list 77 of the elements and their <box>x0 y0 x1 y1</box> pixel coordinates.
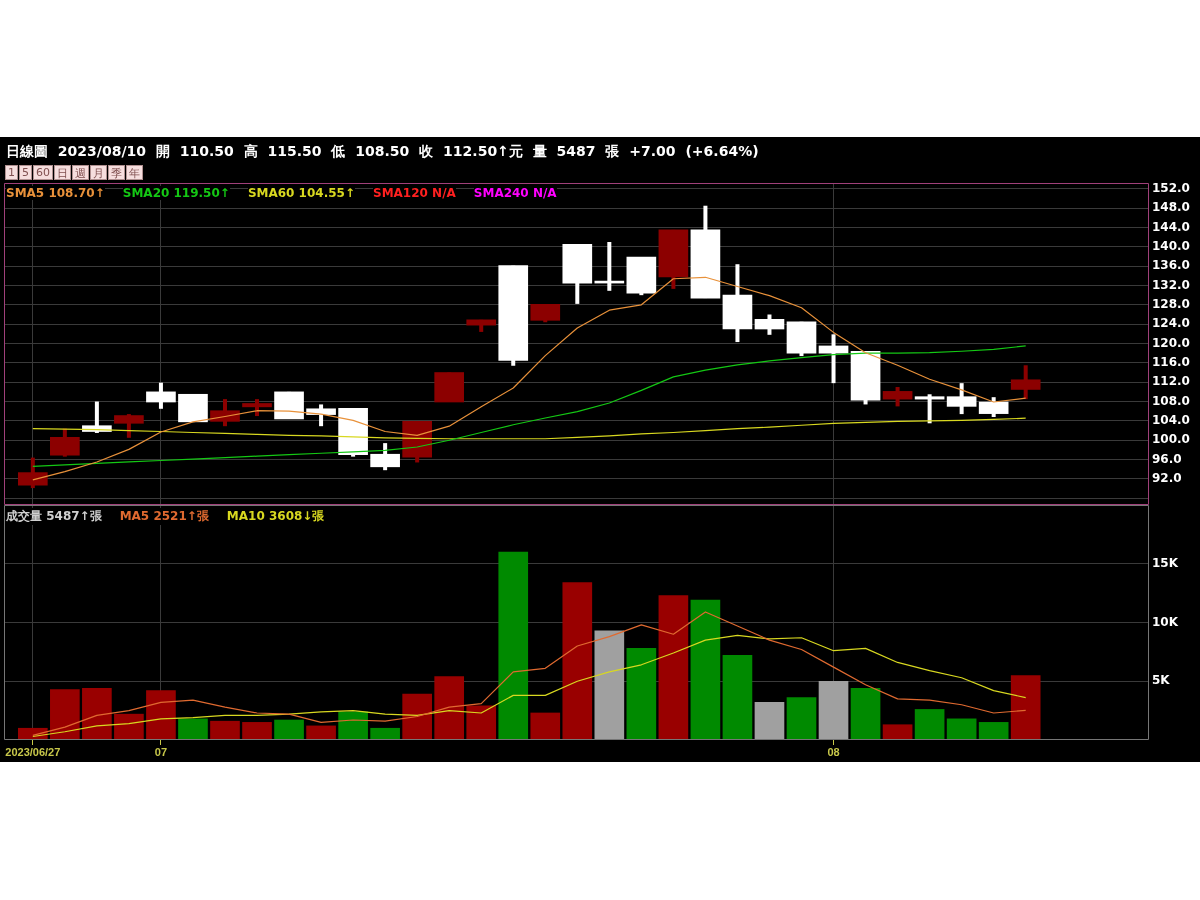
bar <box>818 680 849 740</box>
bar <box>946 718 977 740</box>
bar <box>178 718 208 740</box>
text: SMA20 119.50↑ <box>122 186 230 200</box>
y-tick-label: 120.0 <box>1152 335 1190 350</box>
chart-title: 日線圖 2023/08/10 開 110.50 高 115.50 低 108.50 收 112.50↑元 量 5487 張 +7.00 (+6.64%) <box>6 143 759 161</box>
bar <box>690 599 721 740</box>
y-tick-label: 152.0 <box>1152 180 1190 195</box>
text: MA10 3608↓張 <box>226 508 325 525</box>
y-tick-label: 100.0 <box>1152 432 1190 447</box>
y-tick-label: 15K <box>1152 555 1179 570</box>
bar <box>50 689 80 740</box>
bar <box>658 595 689 740</box>
candlestick <box>210 399 240 427</box>
bar <box>242 722 272 740</box>
bar <box>882 724 913 740</box>
y-tick-label: 112.0 <box>1152 374 1190 389</box>
x-tick-label: 2023/06/27 <box>5 745 61 758</box>
bar <box>338 711 368 740</box>
y-tick-label: 144.0 <box>1152 219 1190 234</box>
bar <box>594 630 625 740</box>
text: 月 <box>90 165 107 180</box>
text: SMA60 104.55↑ <box>247 186 355 200</box>
text: 週 <box>72 165 89 180</box>
candlestick <box>1010 365 1041 400</box>
bar <box>82 687 112 740</box>
bar <box>306 725 336 740</box>
y-tick-label: 124.0 <box>1152 316 1190 331</box>
chart-title: 成交量 5487↑張 <box>6 508 102 525</box>
text: 5 <box>19 165 32 180</box>
bar <box>850 687 881 740</box>
bar <box>914 709 945 740</box>
y-tick-label: 140.0 <box>1152 238 1190 253</box>
text: 年 <box>126 165 143 180</box>
text: 60 <box>33 165 53 180</box>
y-tick-label: 104.0 <box>1152 413 1190 427</box>
x-tick-label: 08 <box>827 745 840 758</box>
y-tick-label: 128.0 <box>1152 296 1190 311</box>
candlestick <box>146 382 176 409</box>
bar <box>466 705 497 740</box>
text: 1 <box>5 165 18 180</box>
y-tick-label: 108.0 <box>1152 393 1190 408</box>
bar <box>562 582 593 740</box>
bar <box>978 722 1009 740</box>
candlestick <box>114 414 144 438</box>
bar <box>146 690 176 740</box>
bar <box>498 551 529 740</box>
bar <box>210 720 240 740</box>
y-tick-label: 10K <box>1152 614 1179 629</box>
bar <box>434 676 465 740</box>
y-tick-label: 5K <box>1152 673 1171 688</box>
y-tick-label: 96.0 <box>1152 451 1182 466</box>
text: 日 <box>54 165 71 180</box>
legend-label: SMA120 N/A <box>372 186 456 200</box>
candlestick <box>882 387 913 407</box>
y-tick-label: 116.0 <box>1152 354 1190 369</box>
y-tick-label: 148.0 <box>1152 200 1190 215</box>
bar <box>530 712 561 740</box>
bar <box>722 655 753 740</box>
y-tick-label: 136.0 <box>1152 258 1190 273</box>
y-tick-label: 132.0 <box>1152 277 1190 292</box>
text: SMA5 108.70↑ <box>6 186 105 200</box>
bar <box>370 727 400 740</box>
text: MA5 2521↑張 <box>119 508 209 525</box>
bar <box>626 648 657 740</box>
candlestick <box>818 334 849 384</box>
bar <box>1010 675 1041 740</box>
bar <box>786 697 817 740</box>
bar <box>114 713 144 740</box>
candlestick <box>914 394 945 424</box>
text: 季 <box>108 165 125 180</box>
bar <box>274 719 304 740</box>
bar <box>754 702 785 740</box>
y-tick-label: 92.0 <box>1152 471 1182 486</box>
x-tick-label: 07 <box>154 745 168 758</box>
legend-label: SMA240 N/A <box>473 186 557 200</box>
bar <box>402 693 432 740</box>
